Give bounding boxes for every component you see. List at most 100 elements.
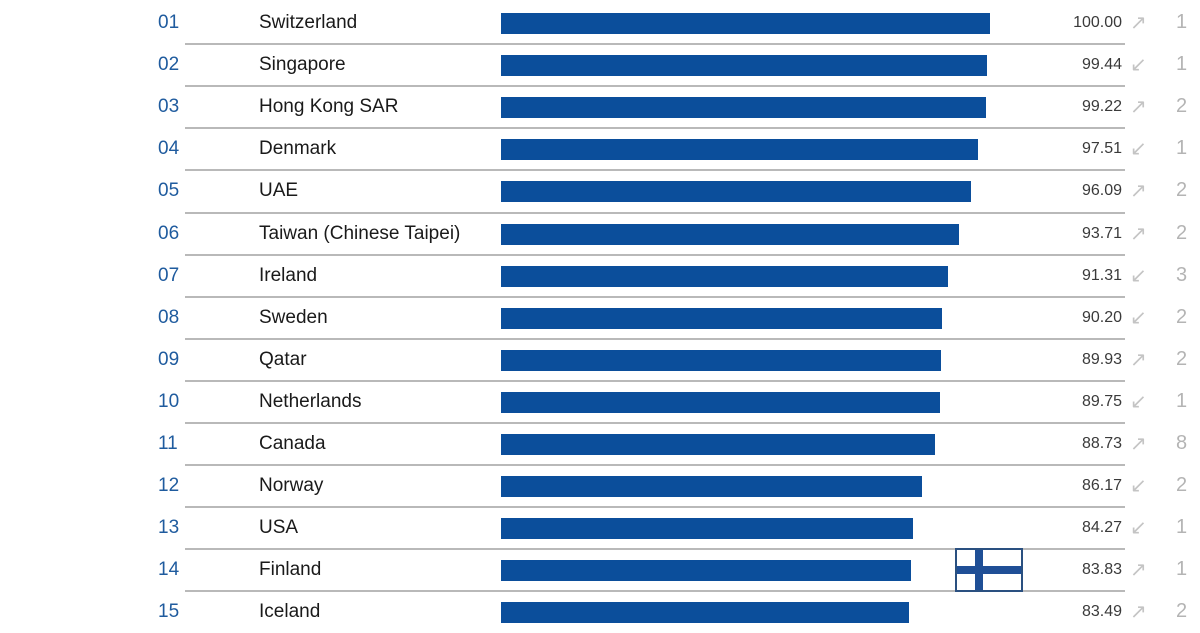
country-label: Canada [259,433,326,454]
table-row: 12 Norway 86.17 ↙ 2 [0,465,1200,507]
trend-up-icon: ↗ [1130,12,1147,34]
trend-down-icon: ↙ [1130,54,1147,77]
score-bar [501,55,988,77]
trend-up-icon: ↗ [1130,96,1147,119]
score-bar [501,349,941,371]
previous-value: 2 [1176,95,1188,118]
trend-down-icon: ↙ [1130,390,1147,413]
score-label: 89.93 [1081,350,1122,368]
rank-label: 03 [158,96,180,118]
row-divider [185,464,1125,467]
rank-label: 11 [158,433,178,454]
score-label: 83.49 [1081,603,1122,621]
trend-down-icon: ↙ [1130,264,1147,287]
score-bar [501,476,923,498]
score-bar [501,97,987,119]
score-label: 89.75 [1081,392,1122,410]
score-bar [501,181,971,203]
previous-value: 2 [1176,474,1188,497]
country-label: USA [259,517,299,539]
row-divider [185,422,1125,424]
country-label: UAE [259,180,299,202]
rank-label: 14 [158,559,180,581]
finland-flag-icon [955,548,1023,593]
flag-cross-vertical [975,550,983,591]
table-row: 14 Finland 83.83 ↗ 1 [0,549,1200,591]
previous-value: 2 [1176,600,1188,623]
country-label: Finland [259,559,322,581]
row-divider [185,43,1125,46]
table-row: 09 Qatar 89.93 ↗ 2 [0,339,1200,381]
rank-label: 07 [158,264,180,286]
previous-value: 1 [1176,389,1188,412]
country-label: Hong Kong SAR [259,96,399,118]
rank-label: 02 [158,54,180,76]
score-label: 96.09 [1081,182,1122,200]
score-label: 91.31 [1081,266,1122,284]
row-divider [185,337,1125,340]
previous-value: 1 [1176,516,1188,539]
rank-label: 04 [158,138,180,160]
row-divider [185,590,1125,593]
previous-value: 8 [1176,432,1188,454]
score-bar [501,307,943,329]
rank-label: 13 [158,517,180,539]
trend-up-icon: ↗ [1130,601,1147,624]
rank-label: 01 [158,12,180,33]
table-row: 07 Ireland 91.31 ↙ 3 [0,255,1200,297]
table-row: 02 Singapore 99.44 ↙ 1 [0,44,1200,86]
trend-down-icon: ↙ [1130,475,1147,498]
country-label: Switzerland [259,12,358,33]
country-label: Netherlands [259,390,362,412]
country-label: Denmark [259,138,337,160]
table-row: 05 UAE 96.09 ↗ 2 [0,170,1200,212]
score-label: 97.51 [1081,140,1122,158]
score-bar [501,223,960,245]
country-label: Iceland [259,601,321,623]
rank-label: 08 [158,306,180,328]
table-row: 08 Sweden 90.20 ↙ 2 [0,297,1200,339]
score-label: 99.22 [1081,98,1122,116]
trend-up-icon: ↗ [1130,180,1147,203]
trend-down-icon: ↙ [1130,138,1147,161]
row-divider [185,506,1125,509]
rank-label: 12 [158,475,180,497]
trend-up-icon: ↗ [1130,433,1147,455]
table-row: 06 Taiwan (Chinese Taipei) 93.71 ↗ 2 [0,213,1200,255]
table-row: 03 Hong Kong SAR 99.22 ↗ 2 [0,86,1200,128]
score-bar [501,518,914,540]
row-divider [185,548,1125,551]
score-bar [501,391,940,413]
score-bar [501,560,911,582]
table-row: 10 Netherlands 89.75 ↙ 1 [0,381,1200,423]
trend-up-icon: ↗ [1130,222,1147,245]
score-bar [501,139,978,161]
score-label: 100.00 [1073,14,1122,31]
row-divider [185,295,1125,298]
previous-value: 1 [1176,11,1188,33]
rank-label: 09 [158,348,180,370]
score-label: 88.73 [1081,435,1122,452]
trend-up-icon: ↗ [1130,348,1147,371]
previous-value: 1 [1176,53,1188,76]
trend-down-icon: ↙ [1130,517,1147,540]
row-divider [185,379,1125,382]
table-row: 11 Canada 88.73 ↗ 8 [0,423,1200,465]
country-label: Ireland [259,264,318,286]
score-label: 86.17 [1081,477,1122,495]
score-bar [501,602,910,624]
previous-value: 1 [1176,137,1188,160]
row-divider [185,211,1125,214]
previous-value: 2 [1176,305,1188,328]
row-divider [185,85,1125,88]
table-row: 01 Switzerland 100.00 ↗ 1 [0,2,1200,44]
row-divider [185,169,1125,172]
score-label: 84.27 [1081,519,1122,537]
country-label: Taiwan (Chinese Taipei) [259,222,461,244]
score-bar [501,13,990,34]
previous-value: 2 [1176,221,1188,244]
country-label: Qatar [259,348,307,370]
previous-value: 2 [1176,347,1188,370]
rank-label: 10 [158,390,180,412]
previous-value: 2 [1176,179,1188,202]
